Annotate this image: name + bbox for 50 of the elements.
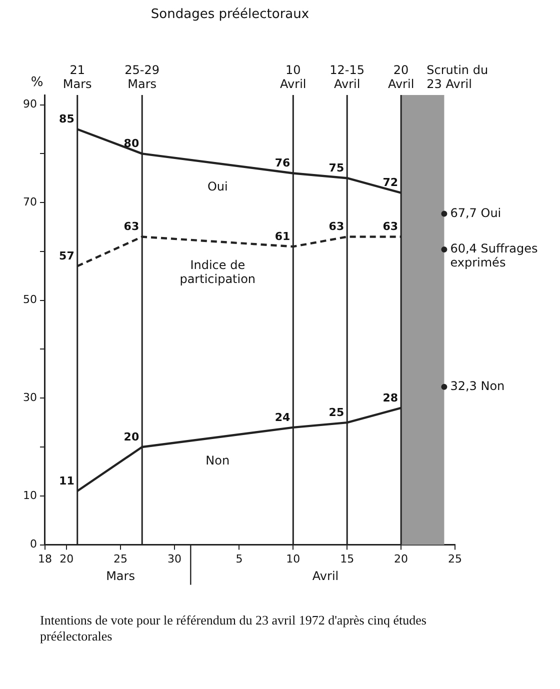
data-label: 63 xyxy=(382,220,398,234)
y-tick-label: 10 xyxy=(22,488,37,502)
x-tick-label: 10 xyxy=(286,552,300,566)
series-label: Indice de participation xyxy=(180,258,256,286)
x-tick-label: 5 xyxy=(236,552,243,566)
y-tick-label: 0 xyxy=(30,538,37,551)
data-label: 61 xyxy=(274,230,290,243)
point xyxy=(441,384,448,390)
series-label: Oui xyxy=(207,180,228,194)
data-label: 25 xyxy=(328,406,344,419)
text: Intentions de vote pour le référendum du 23 avril 1972 d'après cinq études préélectorales xyxy=(40,612,426,644)
y-tick-label: 70 xyxy=(22,195,37,208)
x-tick-label: 25 xyxy=(114,552,128,566)
data-label: 60,4 Suffrages exprimés xyxy=(450,242,538,270)
data-label: 67,7 Oui xyxy=(450,206,502,220)
data-label: 63 xyxy=(328,220,344,234)
y-tick-label: 50 xyxy=(22,293,37,306)
point xyxy=(441,246,448,252)
chart-title: Sondages préélectoraux xyxy=(150,6,310,22)
data-label: 32,3 Non xyxy=(450,379,505,394)
ref-line-label: 10 Avril xyxy=(280,63,306,92)
data-label: 72 xyxy=(382,176,398,190)
ref-line-label: 20 Avril xyxy=(388,63,414,92)
data-label: 63 xyxy=(124,220,140,234)
data-label: 57 xyxy=(59,249,74,262)
x-tick-label: 18 xyxy=(38,552,52,566)
x-tick-label: 20 xyxy=(60,552,74,566)
series-label: Non xyxy=(206,453,230,468)
point xyxy=(441,210,448,217)
data-label: 11 xyxy=(59,474,74,488)
data-label: 76 xyxy=(274,156,290,170)
text: Avril xyxy=(312,568,339,583)
ref-line-label: 21 Mars xyxy=(62,63,92,92)
data-label: 75 xyxy=(328,161,344,174)
ref-line-label: 25-29 Mars xyxy=(124,63,160,92)
x-tick-label: 30 xyxy=(167,552,182,566)
y-tick-label: 90 xyxy=(22,98,37,111)
text: Mars xyxy=(106,568,135,583)
ref-line-label: 12-15 Avril xyxy=(330,63,365,92)
data-label: 28 xyxy=(382,391,398,404)
data-label: 80 xyxy=(124,137,140,150)
y-axis-title: % xyxy=(30,74,44,90)
y-tick-label: 30 xyxy=(22,390,37,404)
x-tick-label: 20 xyxy=(394,552,408,566)
band-label: Scrutin du 23 Avril xyxy=(426,63,488,92)
data-label: 85 xyxy=(59,112,74,126)
x-tick-label: 25 xyxy=(448,552,462,566)
data-label: 24 xyxy=(274,410,290,424)
data-label: 20 xyxy=(124,430,140,444)
x-tick-label: 15 xyxy=(340,552,354,566)
